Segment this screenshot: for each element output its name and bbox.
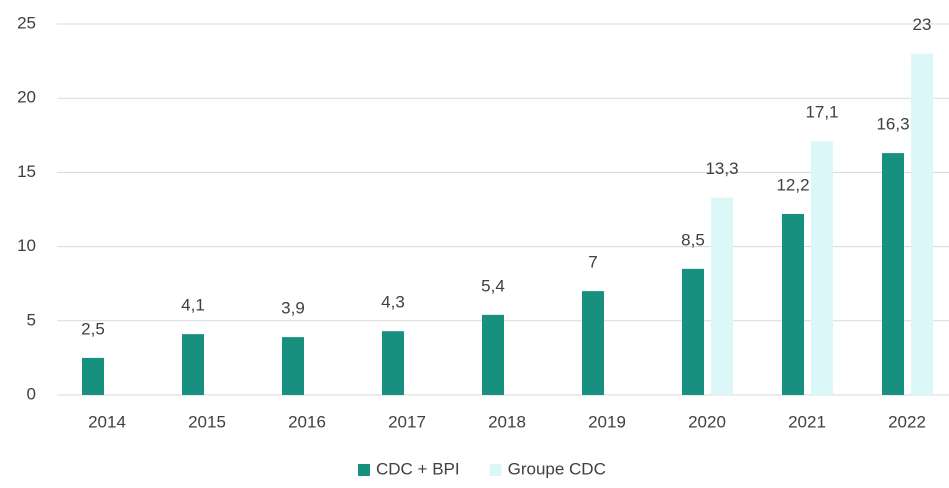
bar — [682, 268, 704, 395]
data-label: 8,5 — [681, 230, 705, 249]
legend-swatch — [489, 464, 502, 476]
x-tick-label: 2020 — [688, 412, 726, 431]
bar — [182, 334, 204, 395]
x-tick-label: 2016 — [288, 412, 326, 431]
legend-label: Groupe CDC — [508, 459, 606, 478]
data-label: 23 — [913, 15, 932, 34]
y-tick-label: 0 — [27, 384, 36, 403]
data-label: 3,9 — [281, 299, 305, 318]
y-tick-label: 5 — [27, 310, 36, 329]
y-tick-label: 25 — [17, 13, 36, 32]
legend-swatch — [358, 464, 370, 476]
data-label: 12,2 — [776, 175, 809, 194]
bar — [482, 314, 504, 395]
bar — [711, 197, 733, 395]
data-label: 7 — [588, 253, 597, 272]
bar — [911, 53, 933, 396]
data-label: 16,3 — [876, 115, 909, 134]
data-label: 4,3 — [381, 293, 405, 312]
data-label: 4,1 — [181, 296, 205, 315]
data-label: 2,5 — [81, 319, 105, 338]
bar — [882, 153, 904, 395]
y-tick-label: 20 — [17, 88, 36, 107]
bar — [382, 331, 404, 395]
x-tick-label: 2014 — [88, 412, 126, 431]
bar — [782, 213, 804, 395]
bar — [811, 141, 833, 395]
x-tick-label: 2021 — [788, 412, 826, 431]
y-tick-label: 15 — [17, 162, 36, 181]
x-tick-label: 2018 — [488, 412, 526, 431]
bar — [282, 337, 304, 395]
x-tick-label: 2017 — [388, 412, 426, 431]
x-tick-label: 2022 — [888, 412, 926, 431]
x-tick-label: 2015 — [188, 412, 226, 431]
bar — [582, 291, 604, 395]
y-tick-label: 10 — [17, 236, 36, 255]
legend-label: CDC + BPI — [376, 459, 460, 478]
bar — [82, 357, 104, 395]
data-label: 17,1 — [805, 103, 838, 122]
data-label: 5,4 — [481, 276, 505, 295]
data-label: 13,3 — [705, 159, 738, 178]
x-tick-label: 2019 — [588, 412, 626, 431]
